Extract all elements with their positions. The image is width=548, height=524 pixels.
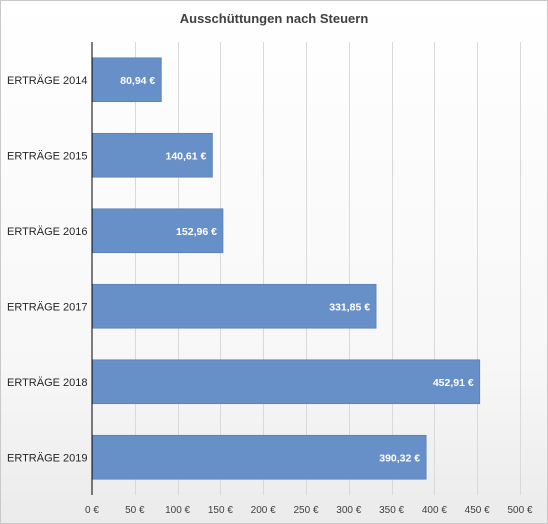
data-label: 390,32 €	[379, 452, 420, 464]
x-tick-label: 300 €	[336, 505, 361, 516]
x-tick-label: 150 €	[208, 505, 233, 516]
x-tick-label: 350 €	[379, 505, 404, 516]
data-label: 152,96 €	[176, 226, 217, 238]
bar	[91, 283, 377, 329]
x-tick-label: 0 €	[85, 505, 99, 516]
category-label: ERTRÄGE 2017	[7, 301, 88, 313]
category-label: ERTRÄGE 2015	[7, 150, 88, 162]
category-labels: ERTRÄGE 2014 ERTRÄGE 2015 ERTRÄGE 2016 ERTR…	[7, 75, 88, 465]
gridlines	[135, 42, 521, 495]
x-tick-label: 100 €	[165, 505, 190, 516]
data-label: 140,61 €	[165, 150, 206, 162]
data-label: 331,85 €	[329, 301, 370, 313]
x-tick-label: 450 €	[465, 505, 490, 516]
data-label: 80,94 €	[120, 75, 155, 87]
x-tick-label: 250 €	[293, 505, 318, 516]
category-label: ERTRÄGE 2016	[7, 226, 88, 238]
chart-title: Ausschüttungen nach Steuern	[180, 11, 369, 26]
data-label: 452,91 €	[433, 377, 474, 389]
bar	[91, 57, 162, 103]
category-label: ERTRÄGE 2014	[7, 75, 88, 87]
bars: 80,94 € 140,61 € 152,96 € 331,85 € 452,91 € 3…	[91, 57, 481, 480]
x-tick-label: 200 €	[251, 505, 276, 516]
category-label: ERTRÄGE 2018	[7, 377, 88, 389]
category-label: ERTRÄGE 2019	[7, 452, 88, 464]
bar	[91, 359, 481, 405]
x-tick-label: 400 €	[422, 505, 447, 516]
x-tick-label: 500 €	[507, 505, 532, 516]
value-axis-tick-labels: 0 € 50 € 100 € 150 € 200 € 250 € 300 € 350 € 400…	[85, 505, 533, 516]
x-tick-label: 50 €	[125, 505, 145, 516]
bar	[91, 434, 427, 480]
